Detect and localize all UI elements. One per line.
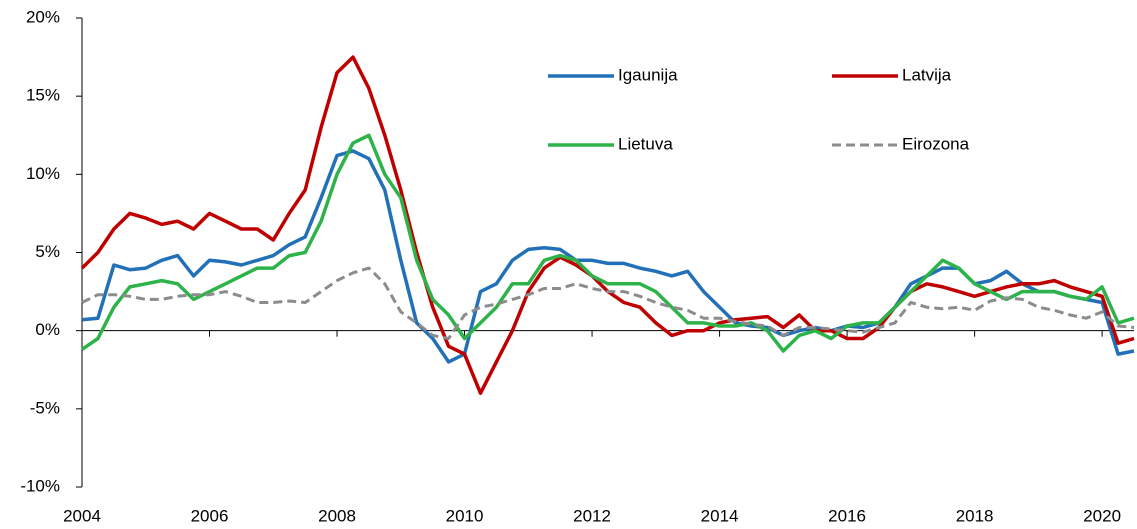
legend-label: Igaunija [618, 65, 678, 84]
x-tick-label: 2008 [318, 506, 356, 525]
y-tick-label: 5% [35, 242, 60, 261]
legend-label: Lietuva [618, 134, 673, 153]
y-tick-label: 15% [26, 86, 60, 105]
x-tick-label: 2006 [191, 506, 229, 525]
y-tick-label: 20% [26, 7, 60, 26]
x-tick-label: 2016 [828, 506, 866, 525]
y-tick-label: 0% [35, 320, 60, 339]
x-tick-label: 2010 [446, 506, 484, 525]
legend-label: Latvija [902, 65, 952, 84]
x-tick-label: 2004 [63, 506, 101, 525]
x-tick-label: 2018 [956, 506, 994, 525]
y-tick-label: -10% [20, 476, 60, 495]
x-tick-label: 2020 [1083, 506, 1121, 525]
series-line [81, 133, 1135, 353]
x-tick-label: 2012 [573, 506, 611, 525]
legend-label: Eirozona [902, 134, 970, 153]
x-tick-label: 2014 [701, 506, 739, 525]
y-tick-label: -5% [30, 398, 60, 417]
series-line [81, 266, 1135, 340]
y-tick-label: 10% [26, 164, 60, 183]
series-line [80, 55, 1135, 395]
